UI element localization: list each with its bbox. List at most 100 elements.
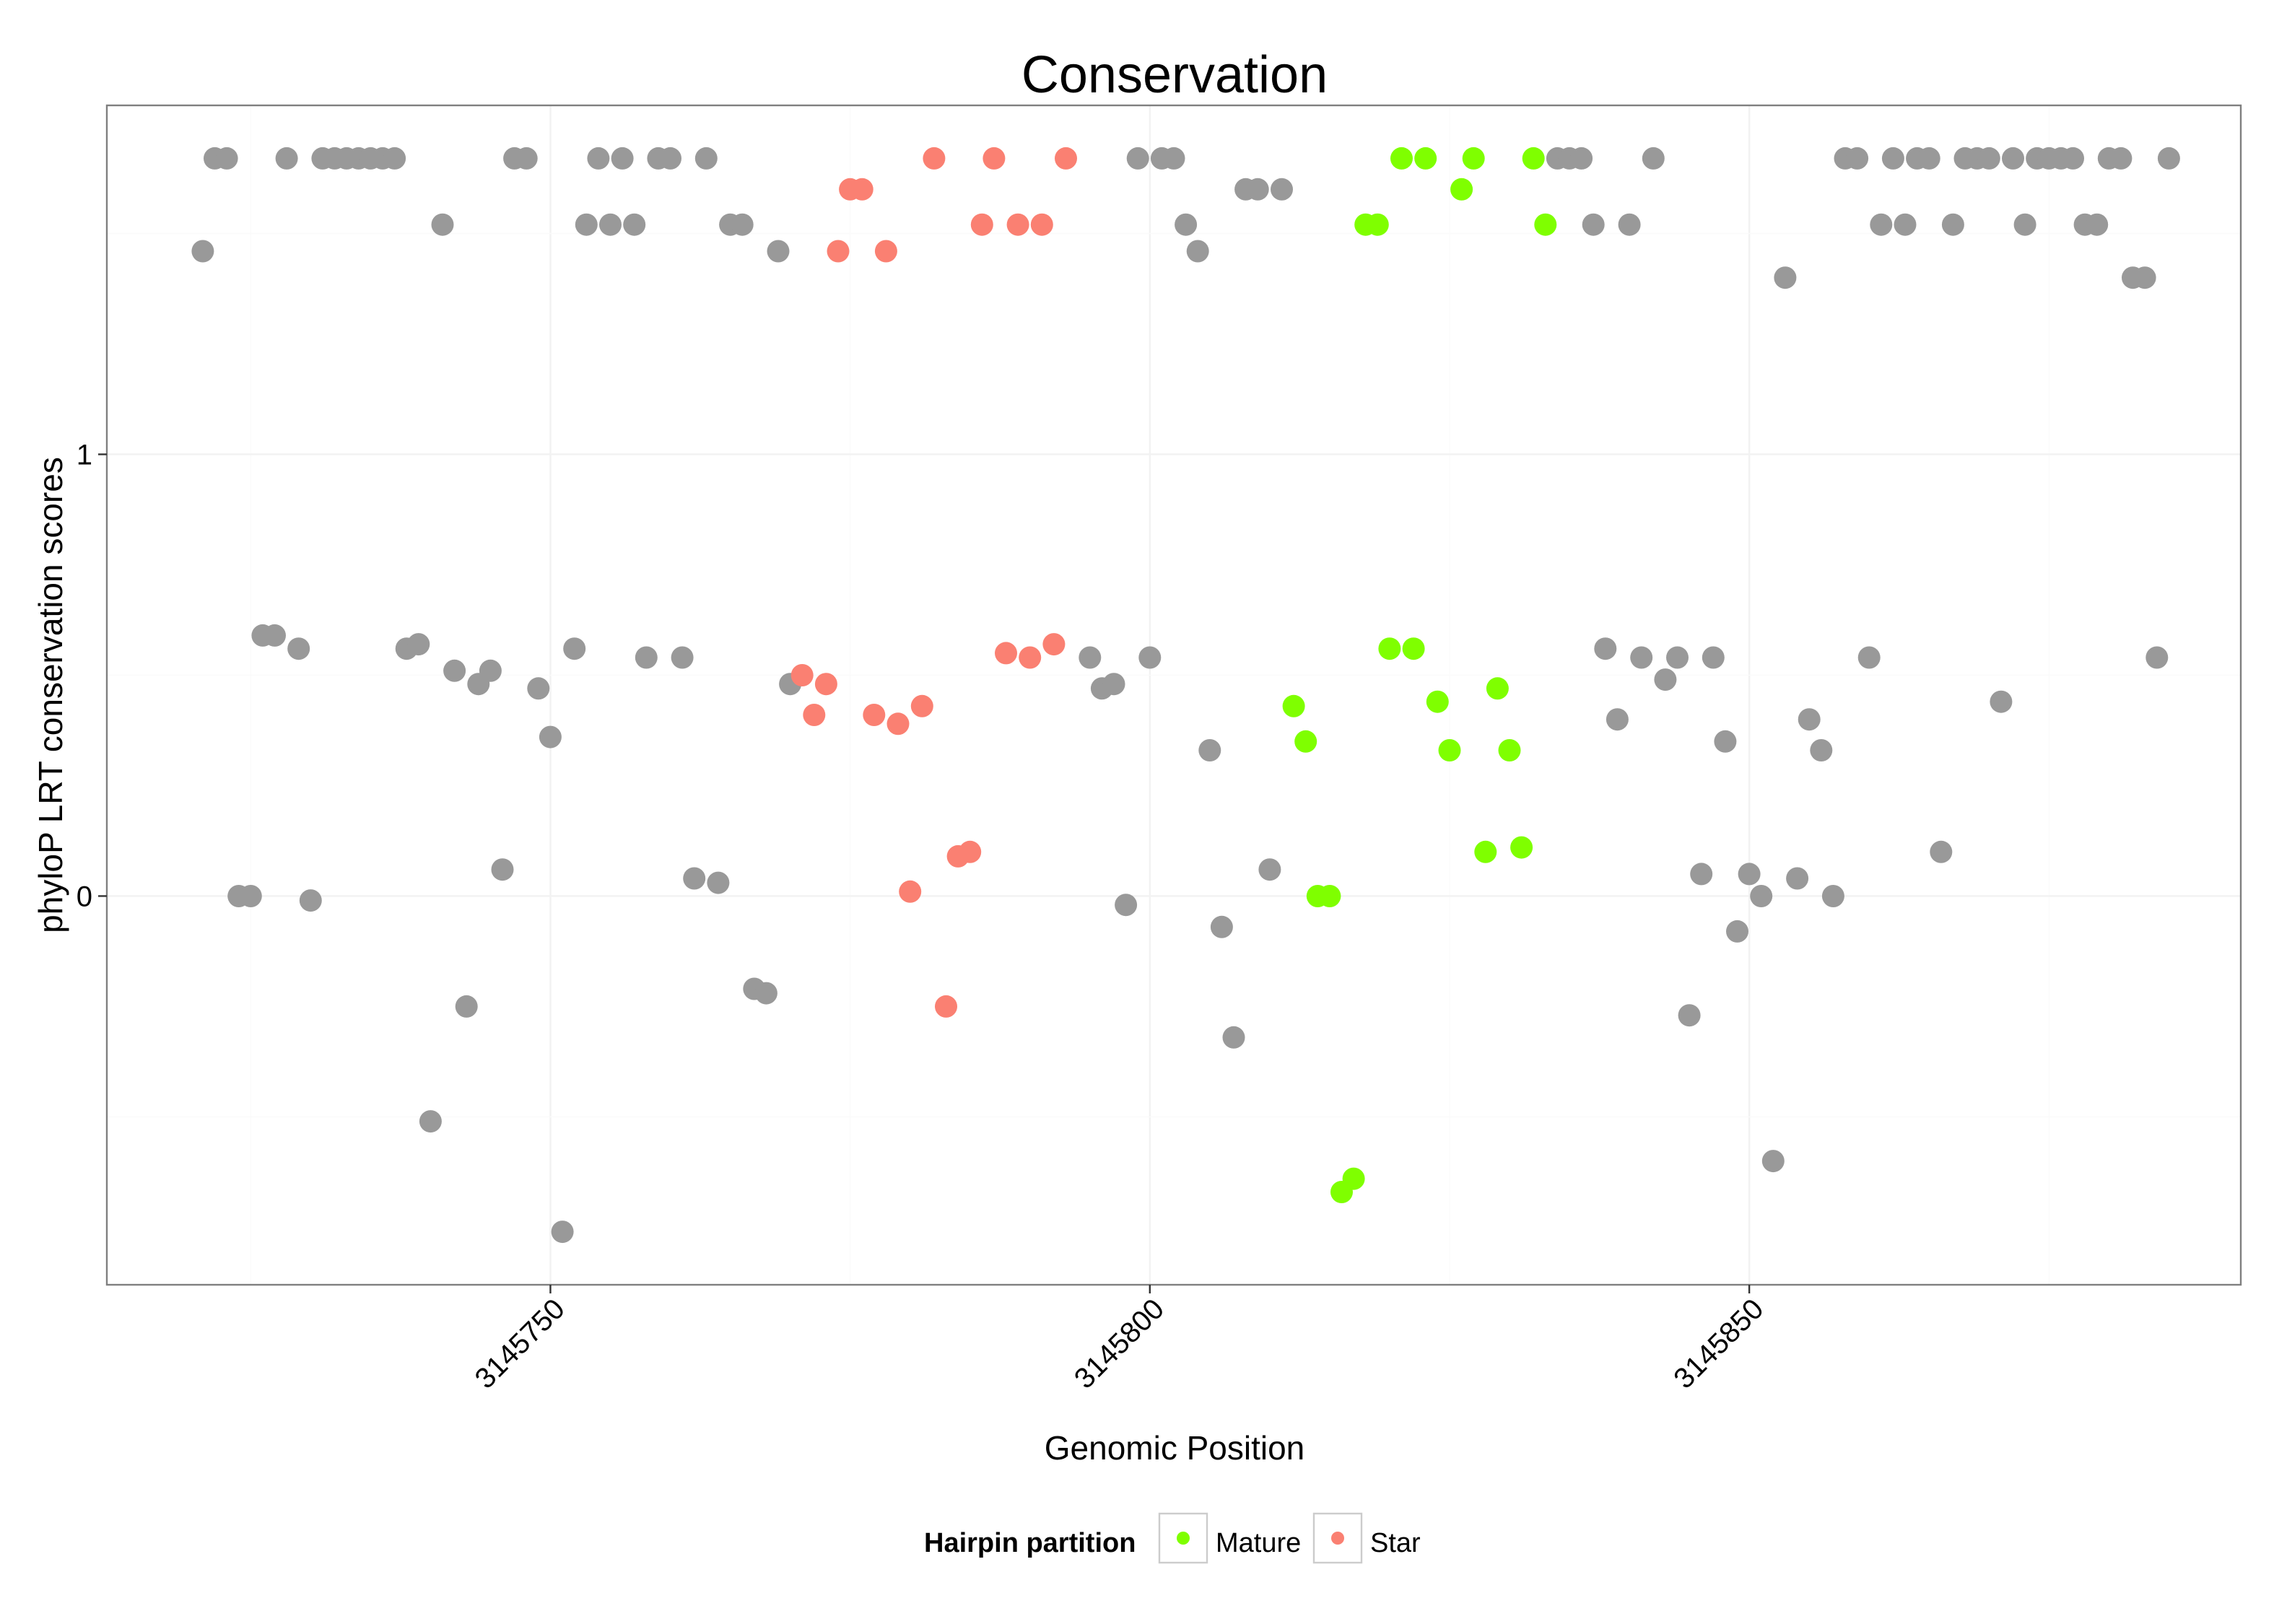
data-point-mature [1438, 739, 1461, 761]
data-point-mature [1282, 694, 1305, 717]
data-point-mature [1450, 178, 1473, 201]
data-point-none [1917, 147, 1940, 170]
data-point-none [431, 213, 454, 236]
data-point-none [275, 147, 298, 170]
data-point-none [1881, 147, 1904, 170]
data-point-none [455, 995, 478, 1018]
data-point-mature [1522, 147, 1545, 170]
data-point-none [191, 240, 214, 263]
data-point-mature [1318, 885, 1341, 907]
data-point-none [1702, 646, 1725, 669]
data-point-none [563, 637, 586, 660]
data-point-mature [1510, 836, 1533, 859]
data-point-none [1738, 863, 1761, 886]
data-point-none [2157, 147, 2180, 170]
data-point-star [910, 694, 933, 717]
data-point-mature [1342, 1167, 1365, 1190]
data-point-star [874, 240, 897, 263]
data-point-none [551, 1221, 574, 1244]
data-points [191, 147, 2180, 1244]
data-point-none [2086, 213, 2109, 236]
data-point-none [539, 725, 562, 748]
data-point-none [2146, 646, 2169, 669]
data-point-star [1030, 213, 1053, 236]
data-point-star [959, 840, 982, 863]
y-tick-label: 1 [77, 439, 92, 471]
grid-lines [107, 105, 2241, 1285]
data-point-star [863, 704, 886, 726]
data-point-none [1630, 646, 1653, 669]
data-point-none [1846, 147, 1869, 170]
data-point-none [2109, 147, 2133, 170]
data-point-none [1115, 894, 1138, 917]
data-point-none [1606, 708, 1629, 731]
data-point-none [1990, 690, 2013, 713]
data-point-none [1582, 213, 1605, 236]
data-point-none [1678, 1004, 1701, 1027]
legend-label-mature: Mature [1216, 1528, 1301, 1558]
data-point-none [1930, 840, 1953, 863]
y-axis: 01 [77, 439, 107, 912]
data-point-none [1786, 867, 1809, 890]
plot-panel [105, 104, 2242, 1286]
data-point-none [1654, 668, 1677, 691]
data-point-mature [1390, 147, 1413, 170]
data-point-none [407, 633, 430, 656]
data-point-none [263, 624, 286, 647]
data-point-star [1055, 147, 1077, 170]
data-point-none [1246, 178, 1269, 201]
data-point-none [754, 982, 777, 1005]
data-point-none [479, 659, 502, 682]
data-point-none [2062, 147, 2084, 170]
data-point-none [1594, 637, 1617, 660]
data-point-none [1821, 885, 1844, 907]
data-point-none [611, 147, 634, 170]
data-point-none [383, 147, 406, 170]
data-point-mature [1294, 730, 1317, 753]
data-point-none [1690, 863, 1713, 886]
data-point-none [1977, 147, 2000, 170]
data-point-none [515, 147, 538, 170]
data-point-none [1138, 646, 1162, 669]
data-point-none [623, 213, 646, 236]
data-point-none [1894, 213, 1917, 236]
data-point-none [707, 871, 730, 894]
data-point-none [1726, 920, 1748, 943]
x-tick-label: 3145750 [469, 1293, 571, 1394]
x-tick-label: 3145800 [1068, 1293, 1170, 1394]
data-point-mature [1414, 147, 1437, 170]
data-point-mature [1462, 147, 1485, 170]
data-point-none [1714, 730, 1737, 753]
data-point-star [983, 147, 1006, 170]
data-point-star [814, 673, 837, 696]
data-point-mature [1534, 213, 1557, 236]
data-point-none [635, 646, 658, 669]
data-point-none [1941, 213, 1964, 236]
data-point-none [419, 1110, 442, 1133]
data-point-none [215, 147, 238, 170]
data-point-star [886, 712, 910, 735]
data-point-star [995, 642, 1017, 665]
chart-title: Conservation [1021, 46, 1328, 104]
legend-entry-mature: Mature [1158, 1512, 1301, 1564]
panel-background [107, 105, 2241, 1285]
data-point-star [850, 178, 874, 201]
data-point-none [587, 147, 610, 170]
legend-title: Hairpin partition [924, 1528, 1136, 1558]
data-point-none [694, 147, 718, 170]
data-point-none [2002, 147, 2024, 170]
legend-label-star: Star [1370, 1528, 1421, 1558]
data-point-mature [1402, 637, 1425, 660]
x-axis: 3145750 3145800 3145850 [469, 1285, 1769, 1394]
data-point-none [1857, 646, 1881, 669]
data-point-mature [1378, 637, 1401, 660]
data-point-none [2013, 213, 2036, 236]
data-point-none [1618, 213, 1641, 236]
data-point-none [731, 213, 754, 236]
data-point-none [1570, 147, 1593, 170]
data-point-none [443, 659, 466, 682]
data-point-none [1222, 1026, 1245, 1049]
data-point-star [935, 995, 957, 1018]
data-point-none [683, 867, 706, 890]
